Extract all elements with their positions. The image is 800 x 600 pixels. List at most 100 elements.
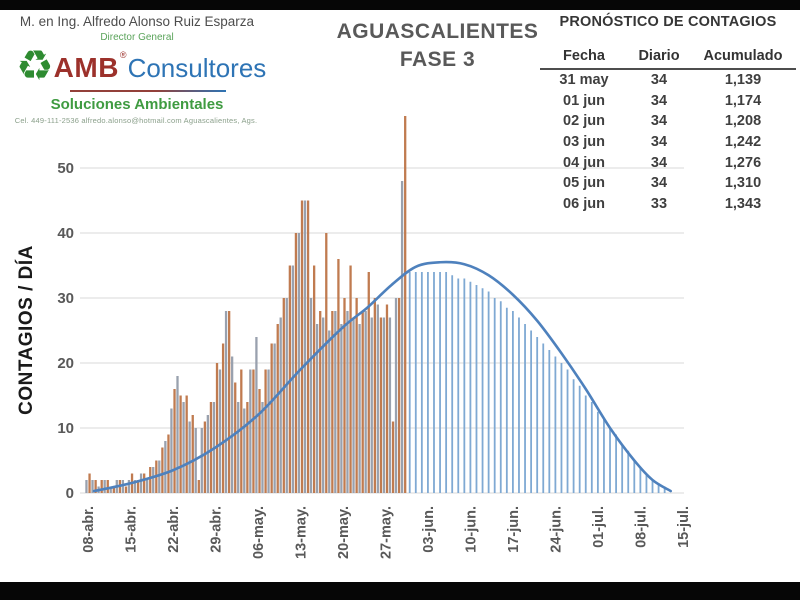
observados-serie-gris-bar bbox=[400, 181, 404, 493]
table-cell: 31 may bbox=[559, 72, 609, 89]
pronostico-barras-azules-bar bbox=[505, 307, 508, 493]
page-title-line1: AGUASCALIENTES bbox=[336, 20, 539, 43]
observados-serie-gris-bar bbox=[127, 480, 131, 493]
y-tick-label: 30 bbox=[57, 290, 74, 307]
credit-role: Director General bbox=[100, 32, 174, 43]
observados-serie-gris-bar bbox=[218, 369, 222, 493]
observados-serie-naranja-bar bbox=[270, 343, 273, 493]
observados-serie-gris-bar bbox=[364, 311, 367, 493]
table-cell: 33 bbox=[650, 195, 668, 212]
observados-serie-naranja-bar bbox=[331, 311, 334, 493]
pronostico-barras-azules-bar bbox=[512, 311, 514, 493]
observados-serie-naranja-bar bbox=[203, 421, 207, 493]
credit-name: M. en Ing. Alfredo Alonso Ruiz Esparza bbox=[19, 14, 255, 29]
pronostico-barras-azules-bar bbox=[663, 486, 666, 493]
observados-serie-naranja-bar bbox=[404, 116, 407, 493]
observados-serie-naranja-bar bbox=[94, 480, 97, 493]
observados-serie-naranja-bar bbox=[149, 467, 152, 493]
observados-serie-gris-bar bbox=[224, 311, 228, 493]
observados-serie-naranja-bar bbox=[282, 298, 285, 493]
forecast-table-row: 01 jun 34 1,174 bbox=[540, 91, 796, 112]
observados-serie-gris-bar bbox=[121, 480, 125, 493]
observados-serie-gris-bar bbox=[388, 317, 392, 493]
observados-serie-gris-bar bbox=[273, 343, 276, 493]
forecast-table-title: PRONÓSTICO DE CONTAGIOS bbox=[559, 14, 777, 30]
x-tick-label: 20-may. bbox=[336, 506, 352, 559]
pronostico-barras-azules-bar bbox=[639, 467, 642, 493]
observados-serie-gris-bar bbox=[303, 200, 307, 493]
brand-tagline: Soluciones Ambientales bbox=[50, 96, 224, 113]
observados-serie-naranja-bar bbox=[337, 259, 340, 493]
observados-serie-gris-bar bbox=[237, 402, 240, 493]
pronostico-barras-azules-bar bbox=[463, 278, 466, 493]
pronostico-barras-azules-bar bbox=[645, 473, 648, 493]
observados-serie-gris-bar bbox=[133, 480, 137, 493]
x-tick-label: 06-may. bbox=[251, 506, 267, 559]
observados-serie-gris-bar bbox=[152, 467, 155, 493]
forecast-table-header: Fecha Diario Acumulado bbox=[540, 44, 796, 70]
x-tick-label: 15-abr. bbox=[123, 506, 139, 553]
observados-serie-naranja-bar bbox=[294, 233, 298, 493]
observados-serie-naranja-bar bbox=[343, 298, 346, 493]
observados-serie-gris-bar bbox=[243, 408, 246, 493]
brand-consultores: Consultores bbox=[127, 52, 267, 83]
observados-serie-naranja-bar bbox=[367, 272, 370, 493]
forecast-table-row: 04 jun 34 1,276 bbox=[540, 152, 796, 173]
observados-serie-gris-bar bbox=[370, 317, 373, 493]
observados-serie-naranja-bar bbox=[215, 363, 219, 493]
observados-serie-naranja-bar bbox=[106, 480, 109, 493]
table-cell: 34 bbox=[650, 92, 668, 109]
observados-serie-naranja-bar bbox=[379, 317, 383, 493]
observados-serie-naranja-bar bbox=[397, 298, 401, 493]
observados-serie-naranja-bar bbox=[361, 311, 364, 493]
observados-serie-naranja-bar bbox=[197, 480, 200, 493]
observados-serie-gris-bar bbox=[103, 480, 106, 493]
observados-serie-naranja-bar bbox=[136, 480, 140, 493]
observados-serie-naranja-bar bbox=[385, 304, 389, 493]
pronostico-barras-azules-bar bbox=[427, 272, 429, 493]
x-tick-label: 08-abr. bbox=[81, 506, 97, 553]
x-tick-label: 22-abr. bbox=[166, 506, 182, 553]
observados-serie-gris-bar bbox=[340, 324, 343, 493]
table-cell: 1,208 bbox=[724, 113, 762, 130]
pronostico-barras-azules-bar bbox=[578, 385, 581, 493]
pronostico-barras-azules-bar bbox=[627, 450, 630, 493]
pronostico-barras-azules-bar bbox=[499, 301, 502, 493]
pronostico-barras-azules-bar bbox=[518, 317, 520, 493]
observados-serie-naranja-bar bbox=[88, 473, 91, 493]
observados-serie-naranja-bar bbox=[100, 480, 103, 493]
observados-serie-naranja-bar bbox=[173, 389, 176, 493]
table-cell: 34 bbox=[650, 134, 668, 151]
forecast-table-row: 31 may 34 1,139 bbox=[540, 70, 796, 91]
observados-serie-naranja-bar bbox=[240, 369, 243, 493]
y-tick-label: 20 bbox=[57, 355, 74, 372]
pronostico-barras-azules-bar bbox=[542, 343, 545, 493]
observados-serie-gris-bar bbox=[376, 304, 379, 493]
pronostico-barras-azules-bar bbox=[469, 281, 472, 493]
table-cell: 34 bbox=[650, 175, 668, 192]
observados-serie-gris-bar bbox=[85, 480, 88, 493]
pronostico-barras-azules-bar bbox=[536, 337, 539, 493]
page-title: AGUASCALIENTES FASE 3 bbox=[310, 18, 565, 74]
observados-serie-gris-bar bbox=[334, 311, 337, 493]
pronostico-barras-azules-bar bbox=[603, 418, 605, 493]
pronostico-barras-azules-bar bbox=[548, 350, 551, 493]
forecast-table-row: 06 jun 33 1,343 bbox=[540, 194, 796, 215]
observados-serie-naranja-bar bbox=[258, 389, 261, 493]
x-tick-label: 15-jul. bbox=[676, 506, 692, 548]
pronostico-barras-azules-bar bbox=[487, 291, 490, 493]
observados-serie-naranja-bar bbox=[185, 395, 188, 493]
brand-amb: AMB bbox=[53, 52, 119, 83]
page-title-line2: FASE 3 bbox=[399, 48, 476, 71]
x-tick-label: 10-jun. bbox=[463, 506, 479, 553]
forecast-table-row: 02 jun 34 1,208 bbox=[540, 111, 796, 132]
x-tick-label: 03-jun. bbox=[421, 506, 437, 553]
pronostico-barras-azules-bar bbox=[621, 444, 624, 493]
observados-serie-gris-bar bbox=[297, 233, 301, 493]
table-cell: 03 jun bbox=[563, 134, 605, 151]
observados-serie-naranja-bar bbox=[312, 265, 316, 493]
brand-contact: Cel. 449-111-2536 alfredo.alonso@hotmail… bbox=[14, 116, 258, 125]
y-tick-label: 0 bbox=[66, 485, 74, 502]
table-header-cell: Acumulado bbox=[703, 48, 783, 64]
